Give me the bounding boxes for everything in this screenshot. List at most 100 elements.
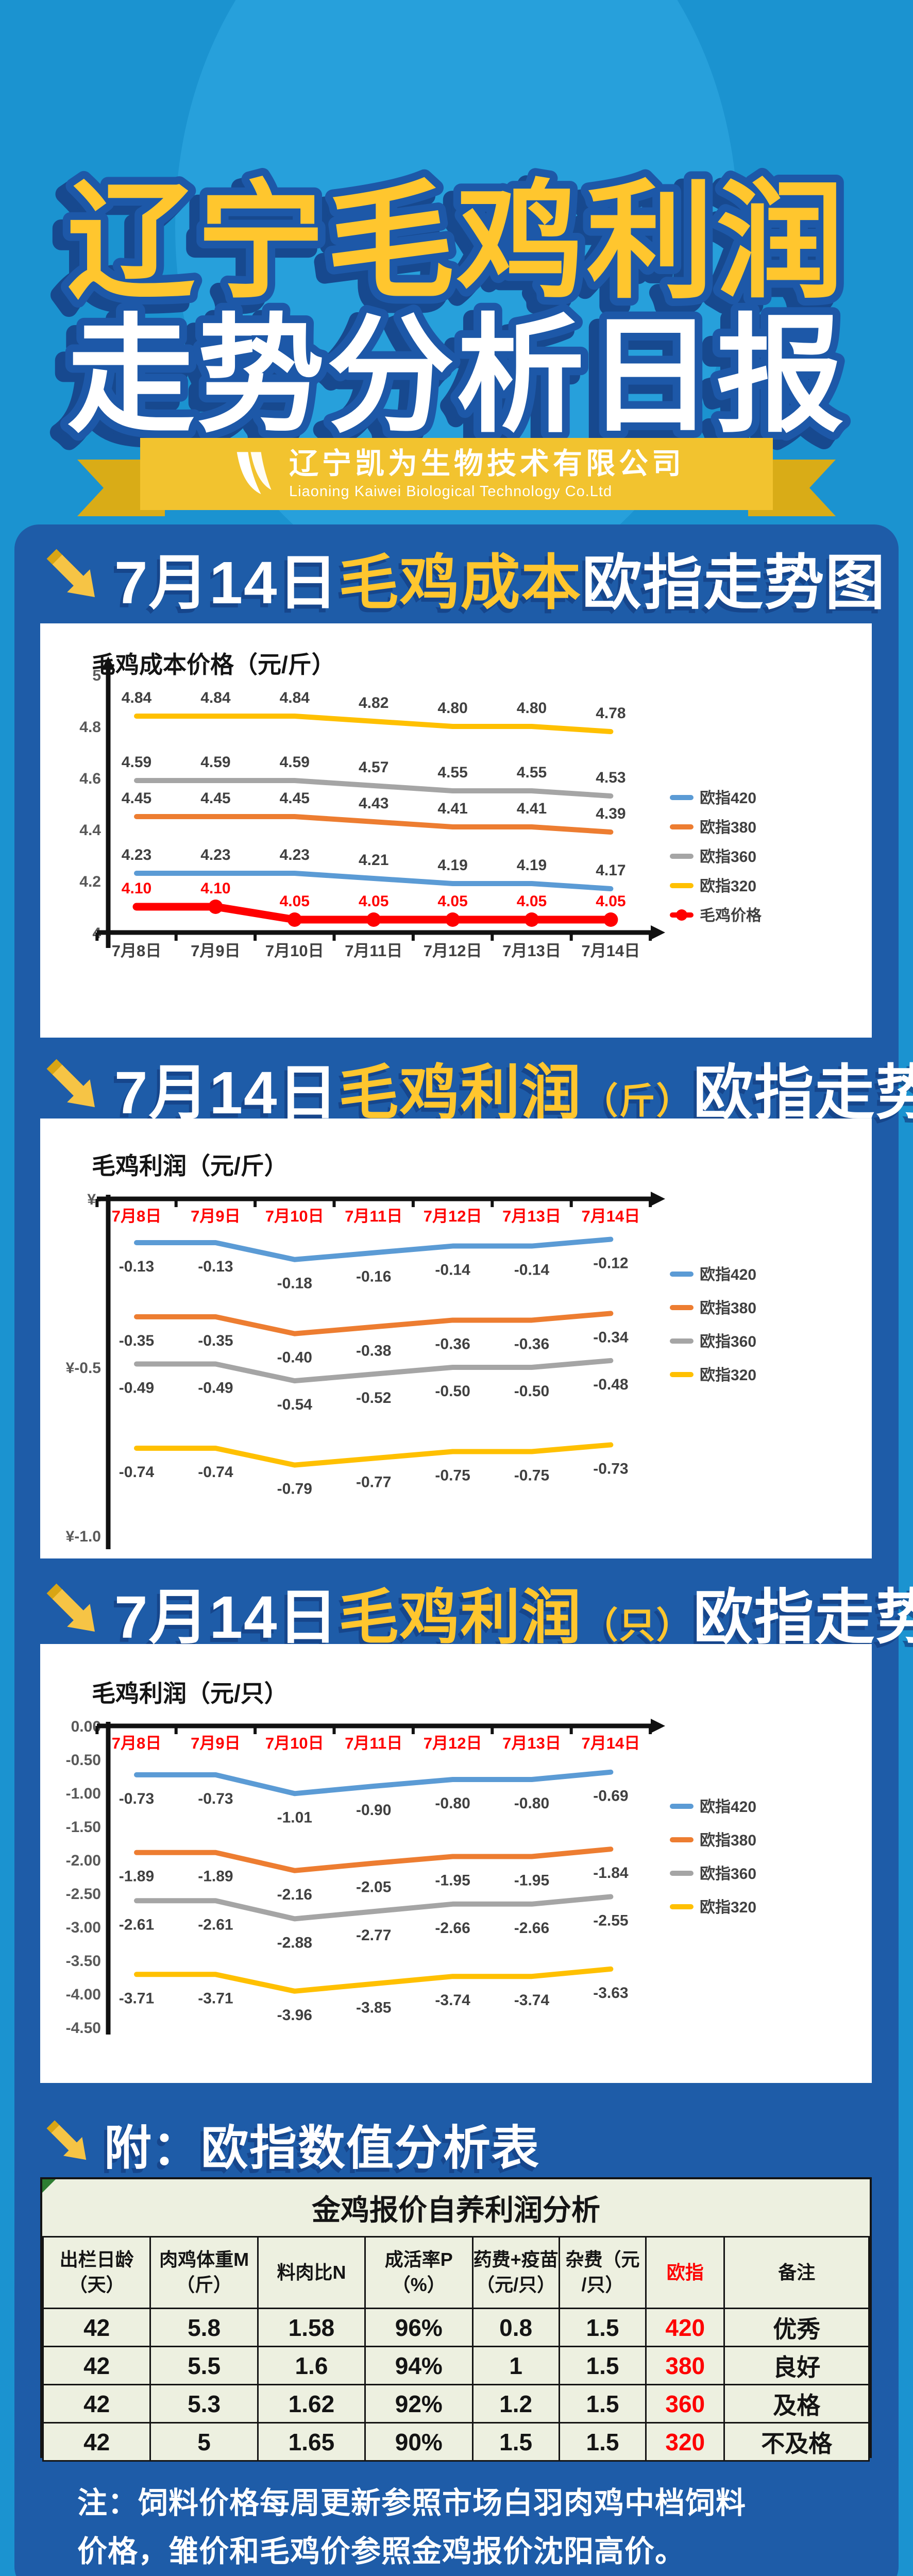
chart-label: 4.59 [122, 754, 151, 771]
chart-label: 4.55 [437, 764, 467, 781]
chart-label: 4.53 [596, 769, 625, 786]
chart-label: -0.50 [514, 1383, 549, 1400]
table-cell: 5 [149, 2422, 259, 2462]
chart-label: -1.00 [66, 1785, 101, 1802]
footnote: 注：饲料价格每周更新参照市场白羽肉鸡中档饲料 价格，雏价和毛鸡价参照金鸡报价沈阳… [77, 2479, 835, 2576]
table-cell: 1.5 [558, 2384, 647, 2424]
analysis-table-card: 金鸡报价自养利润分析 出栏日龄 （天） 肉鸡体重M （斤） 料肉比N 成活率P （%） 药费+… [40, 2177, 872, 2462]
main-title-line1-shadow: 辽宁毛鸡利润 [58, 178, 837, 321]
chart-label: -0.35 [198, 1332, 233, 1349]
section-topic: 毛鸡利润 [339, 1059, 582, 1126]
chart-label: -0.14 [435, 1262, 470, 1279]
footnote-line2: 价格，雏价和毛鸡价参照金鸡报价沈阳高价。 [77, 2534, 686, 2568]
chart-label: 欧指420 [700, 790, 756, 807]
chart-label: 欧指380 [700, 1300, 756, 1317]
chart-label: -0.74 [119, 1464, 155, 1481]
chart-label: -0.73 [198, 1790, 233, 1807]
table-cell: 320 [645, 2422, 725, 2462]
chart-label: 4.05 [596, 893, 625, 910]
chart-label: -3.00 [66, 1919, 101, 1936]
chart-label: 4.41 [437, 800, 467, 817]
chart-label: 欧指360 [700, 1333, 756, 1350]
section-header-profit-zhi: 7月14日毛鸡利润（只）欧指走势图 [46, 1573, 913, 1651]
chart-label: 毛鸡价格 [700, 907, 762, 924]
chart-label: 4.45 [122, 790, 151, 807]
chart-label: 4.43 [359, 795, 388, 812]
chart-label: 4.39 [596, 805, 625, 822]
chart-label: -0.49 [198, 1379, 233, 1396]
chart-label: ¥-0.5 [66, 1360, 101, 1377]
chart-label: 欧指360 [700, 849, 756, 866]
chart-label: 7月8日 [112, 1207, 161, 1225]
table-cell: 1.62 [257, 2384, 366, 2424]
chart-label: 7月10日 [265, 1207, 324, 1225]
table-header-cell: 成活率P （%） [364, 2236, 474, 2309]
chart-label: -2.05 [356, 1879, 391, 1896]
chart-label: 7月14日 [582, 1207, 640, 1225]
chart-label: 4.78 [596, 705, 625, 722]
table-cell: 360 [645, 2384, 725, 2424]
chart-label: -0.69 [593, 1788, 628, 1805]
chart-label: -0.90 [356, 1802, 391, 1819]
chart-label: 7月8日 [112, 942, 161, 960]
chart-label: -2.88 [277, 1934, 312, 1951]
table-header-cell: 出栏日龄 （天） [42, 2236, 151, 2309]
chart-label: 4.23 [122, 846, 151, 863]
chart-label: 欧指320 [700, 878, 756, 895]
chart-label: -0.12 [593, 1255, 628, 1272]
chart-label: 欧指320 [700, 1367, 756, 1384]
chart-label: -0.13 [119, 1258, 154, 1275]
chart-label: 4.84 [200, 689, 231, 706]
chart-label: 7月8日 [112, 1734, 161, 1752]
chart-label: 7月13日 [502, 942, 561, 960]
chart-label: -4.00 [66, 1986, 101, 2003]
table-cell: 1.5 [558, 2346, 647, 2385]
table-header-cell: 药费+疫苗 （元/只） [471, 2236, 560, 2309]
chart-label: 7月11日 [345, 1734, 402, 1752]
table-cell: 不及格 [723, 2422, 870, 2462]
chart-label: -0.36 [514, 1335, 549, 1352]
section-title: 附：欧指数值分析表 [104, 2110, 540, 2178]
chart-label: 7月12日 [424, 1207, 482, 1225]
chart-label: 7月14日 [582, 942, 640, 960]
chart-label: 4.57 [359, 759, 388, 776]
chart-label: -2.50 [66, 1886, 101, 1903]
section-date: 7月14日 [114, 549, 339, 616]
chart-label: -2.66 [514, 1920, 549, 1937]
chart-label: 7月12日 [424, 942, 482, 960]
chart-title-profit-jin: 毛鸡利润（元/斤） [92, 1153, 288, 1179]
table-title: 金鸡报价自养利润分析 [312, 2193, 600, 2226]
section-title: 7月14日毛鸡利润（斤）欧指走势图 [114, 1044, 913, 1131]
chart-label: -3.74 [435, 1992, 470, 2009]
chart-label: 4.59 [280, 754, 310, 771]
chart-label: -0.16 [356, 1268, 391, 1285]
chart-label: 4.05 [280, 893, 310, 910]
chart-label: -0.38 [356, 1343, 391, 1360]
main-title-line1: 辽宁毛鸡利润 [67, 170, 846, 313]
table-header-cell: 欧指 [645, 2236, 725, 2309]
profit-zhi-chart-card: 毛鸡利润（元/只） 0.00 -0.50 -1.00 -1.50 -2.00 -2.50-… [40, 1644, 872, 2083]
chart-label: -0.50 [435, 1383, 470, 1400]
chart-label: -0.73 [593, 1460, 628, 1477]
arrow-down-right-icon [46, 2120, 87, 2160]
company-logo-icon [236, 452, 272, 495]
chart-label: -0.18 [277, 1275, 312, 1292]
chart-label: -0.40 [277, 1349, 312, 1366]
table-cell: 5.8 [149, 2308, 259, 2347]
section-label: 附：欧指数值分析表 [104, 2122, 540, 2175]
chart-label: 7月12日 [424, 1734, 482, 1752]
chart-label: 4.05 [437, 893, 467, 910]
chart-label: -4.50 [66, 2020, 101, 2037]
chart-label: -1.01 [277, 1809, 312, 1826]
chart-label: -0.54 [277, 1396, 313, 1413]
chart-label: 欧指420 [700, 1266, 756, 1283]
chart-label: -2.61 [198, 1916, 233, 1933]
table-cell: 1.65 [257, 2422, 366, 2462]
chart-label: 4.6 [79, 770, 101, 787]
chart-label: 7月10日 [265, 1734, 324, 1752]
chart-label: -3.50 [66, 1953, 101, 1970]
table-cell: 5.5 [149, 2346, 259, 2385]
chart-label: -2.55 [593, 1912, 628, 1929]
chart-label: -0.80 [514, 1795, 549, 1812]
